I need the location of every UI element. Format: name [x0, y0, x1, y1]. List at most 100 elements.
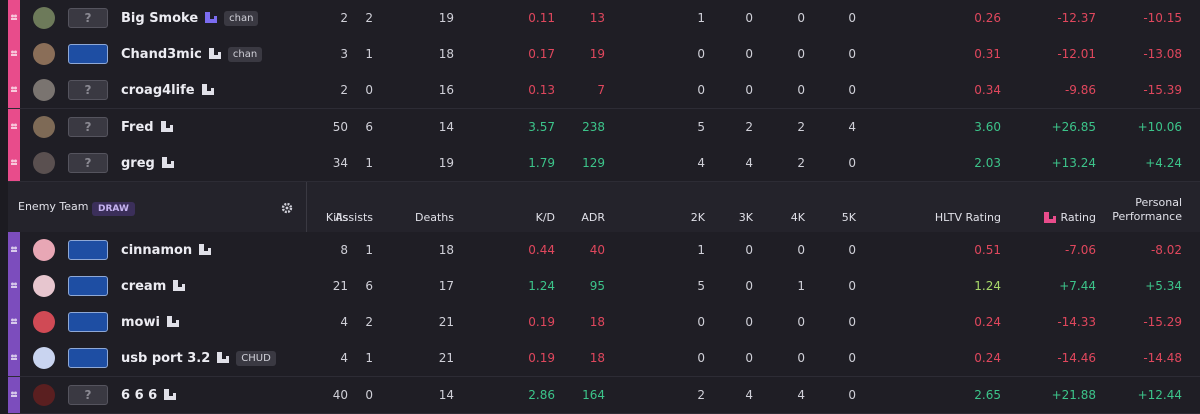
player-row[interactable]: usb port 3.2 CHUD 4 1 21 0.19 18 0 0 0 0 0.24 -14.46… — [8, 340, 1200, 377]
party-icon — [11, 246, 17, 252]
stat-cell: -14.48 — [1143, 351, 1182, 365]
stat-cell: 0.17 — [528, 47, 555, 61]
leetify-logo — [166, 315, 179, 327]
player-row[interactable]: ? croag4life 2 0 16 0.13 7 0 0 0 0 0.34 -9.86 -15.39 — [8, 72, 1200, 109]
stat-cell: 21 — [438, 351, 454, 365]
avatar — [33, 311, 55, 333]
logo-wrap — [201, 81, 215, 100]
player-name[interactable]: cream — [121, 278, 167, 294]
player-identity: usb port 3.2 CHUD — [121, 340, 276, 376]
player-tag: chan — [227, 46, 263, 62]
team-stripe — [8, 340, 20, 376]
column-header[interactable]: Rating — [1006, 210, 1096, 224]
stat-cell: 0 — [365, 388, 373, 402]
stat-cell: 0 — [848, 315, 856, 329]
column-header[interactable]: Personal Performance — [1092, 196, 1182, 224]
avatar — [33, 116, 55, 138]
column-label: 4K — [790, 211, 805, 224]
stat-cell: 2 — [745, 120, 753, 134]
stat-cell: 0.44 — [528, 243, 555, 257]
rank-badge: ? — [68, 80, 108, 100]
stat-cell: 14 — [438, 120, 454, 134]
stat-cell: 17 — [438, 279, 454, 293]
avatar — [33, 152, 55, 174]
column-label: Personal Performance — [1112, 196, 1182, 223]
stat-cell: 0 — [745, 11, 753, 25]
player-identity: croag4life — [121, 72, 215, 108]
stat-cell: 2 — [340, 11, 348, 25]
player-tag: chan — [224, 10, 259, 26]
player-row[interactable]: cinnamon 8 1 18 0.44 40 1 0 0 0 0.51 -7.06 -8.02 — [8, 232, 1200, 269]
avatar — [33, 239, 55, 261]
player-name[interactable]: mowi — [121, 314, 160, 330]
column-header[interactable]: Assists — [303, 211, 373, 224]
player-identity: Big Smoke chan — [121, 0, 259, 36]
player-name[interactable]: usb port 3.2 — [121, 350, 211, 366]
player-row[interactable]: ? Fred 50 6 14 3.57 238 5 2 2 4 3.60 +26.85 +10.06 — [8, 109, 1200, 146]
player-name[interactable]: Chand3mic — [121, 46, 202, 62]
team-name: Enemy Team — [18, 200, 89, 213]
stat-cell: 1 — [797, 279, 805, 293]
player-name[interactable]: greg — [121, 155, 155, 171]
column-header[interactable]: 4K — [755, 211, 805, 224]
stat-cell: 238 — [582, 120, 605, 134]
column-header[interactable]: Deaths — [384, 211, 454, 224]
stat-cell: +26.85 — [1051, 120, 1096, 134]
stat-cell: +21.88 — [1051, 388, 1096, 402]
stat-cell: 1 — [365, 351, 373, 365]
column-header[interactable]: 2K — [655, 211, 705, 224]
player-name[interactable]: Fred — [121, 119, 154, 135]
team-stripe — [8, 377, 20, 413]
stat-cell: 4 — [340, 315, 348, 329]
column-header[interactable]: 3K — [703, 211, 753, 224]
player-row[interactable]: ? Big Smoke chan 2 2 19 0.11 13 1 0 0 0 0.26 -12.37 -1… — [8, 0, 1200, 37]
player-row[interactable]: ? 6 6 6 40 0 14 2.86 164 2 4 4 0 2.65 +21.88 +12.44 — [8, 377, 1200, 414]
team-stripe — [8, 36, 20, 72]
stat-cell: 129 — [582, 156, 605, 170]
player-identity: greg — [121, 145, 175, 181]
logo-wrap — [208, 45, 222, 64]
player-row[interactable]: cream 21 6 17 1.24 95 5 0 1 0 1.24 +7.44 +5.34 — [8, 268, 1200, 305]
stat-cell: 40 — [589, 243, 605, 257]
column-header[interactable]: 5K — [806, 211, 856, 224]
stat-cell: 40 — [332, 388, 348, 402]
stat-cell: 0.24 — [974, 351, 1001, 365]
player-name[interactable]: Big Smoke — [121, 10, 199, 26]
stat-cell: -13.08 — [1143, 47, 1182, 61]
leetify-logo — [217, 351, 230, 363]
settings-icon[interactable] — [281, 202, 293, 214]
leetify-logo — [173, 279, 186, 291]
stat-cell: 0 — [848, 351, 856, 365]
leetify-logo — [161, 156, 174, 168]
team-stripe — [8, 268, 20, 304]
column-header[interactable]: ADR — [535, 211, 605, 224]
player-row[interactable]: Chand3mic chan 3 1 18 0.17 19 0 0 0 0 0.31 -12.01 -13… — [8, 36, 1200, 73]
party-icon — [11, 123, 17, 129]
column-header[interactable]: Kills — [278, 211, 348, 224]
party-icon — [11, 86, 17, 92]
stat-cell: 4 — [848, 120, 856, 134]
column-header[interactable]: K/D — [485, 211, 555, 224]
stat-cell: 0 — [848, 83, 856, 97]
stat-cell: 0 — [745, 279, 753, 293]
stat-cell: 0.11 — [528, 11, 555, 25]
player-identity: cream — [121, 268, 186, 304]
stat-cell: 3 — [340, 47, 348, 61]
column-label: ADR — [581, 211, 605, 224]
player-row[interactable]: ? greg 34 1 19 1.79 129 4 4 2 0 2.03 +13.24 +4.24 — [8, 145, 1200, 182]
player-name[interactable]: croag4life — [121, 82, 195, 98]
column-label: 3K — [738, 211, 753, 224]
avatar — [33, 347, 55, 369]
team-stripe — [8, 145, 20, 181]
column-header[interactable]: HLTV Rating — [891, 211, 1001, 224]
stat-cell: 0.19 — [528, 351, 555, 365]
rank-badge: ? — [68, 117, 108, 137]
stat-cell: -15.29 — [1143, 315, 1182, 329]
column-label: HLTV Rating — [934, 211, 1001, 224]
stat-cell: +12.44 — [1137, 388, 1182, 402]
player-name[interactable]: cinnamon — [121, 242, 193, 258]
stat-cell: 2 — [797, 120, 805, 134]
player-name[interactable]: 6 6 6 — [121, 387, 158, 403]
player-row[interactable]: mowi 4 2 21 0.19 18 0 0 0 0 0.24 -14.33 -15.29 — [8, 304, 1200, 341]
stat-cell: 4 — [745, 388, 753, 402]
